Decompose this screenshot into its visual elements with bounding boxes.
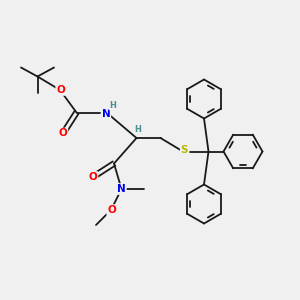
Text: O: O [56, 85, 65, 95]
Text: O: O [58, 128, 68, 139]
Text: H: H [135, 125, 141, 134]
Text: O: O [107, 205, 116, 215]
Text: N: N [101, 109, 110, 119]
Text: O: O [88, 172, 98, 182]
Text: N: N [117, 184, 126, 194]
Text: H: H [109, 100, 116, 109]
Text: S: S [181, 145, 188, 155]
